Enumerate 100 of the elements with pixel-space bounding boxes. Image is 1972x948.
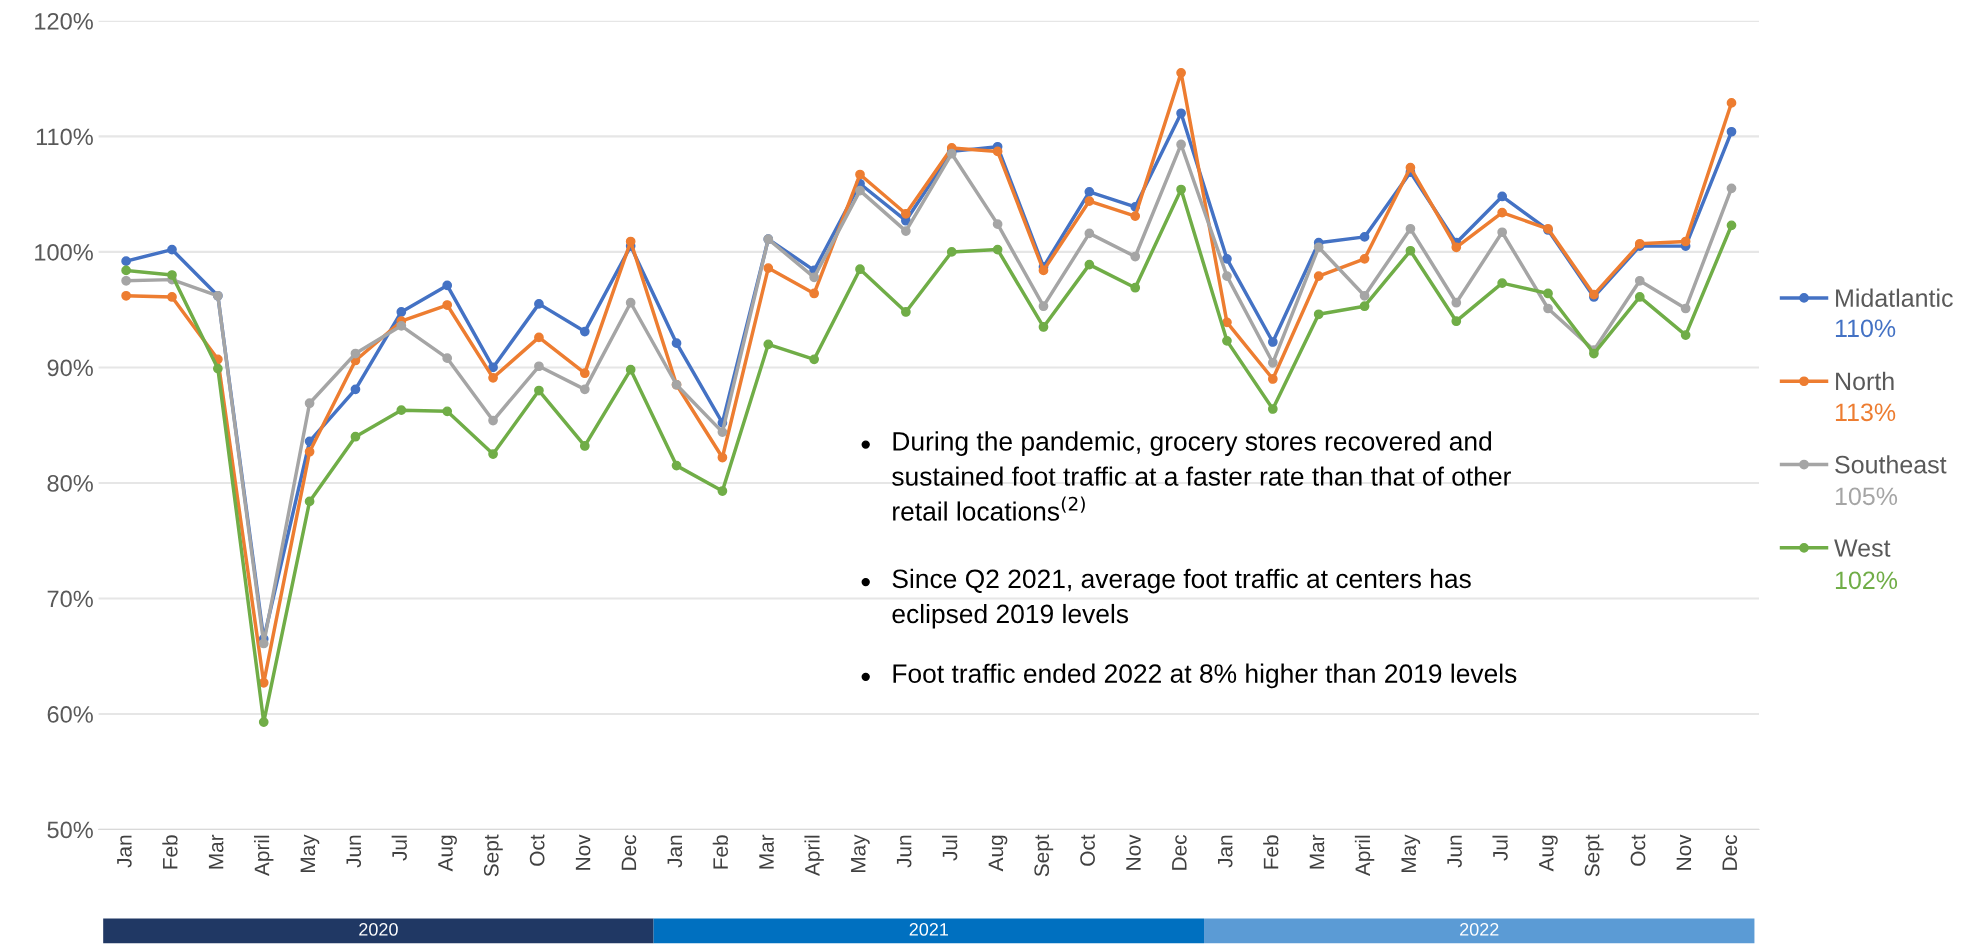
- point: [1038, 301, 1049, 312]
- x-tick-label: Mar: [208, 834, 224, 869]
- x-tick-label: Nov: [1676, 834, 1692, 870]
- point: [396, 405, 407, 416]
- point: [1589, 348, 1599, 359]
- x-tick-label: Nov: [1126, 834, 1141, 870]
- x-tick-label: Jul: [1492, 835, 1508, 861]
- y-tick-label: 90%: [47, 359, 93, 377]
- text: 113%: [1835, 403, 1896, 422]
- point: [809, 288, 820, 299]
- point: [304, 446, 315, 457]
- point: [579, 384, 590, 395]
- point: [1038, 322, 1049, 332]
- point: [442, 280, 453, 291]
- x-tick-label: Sept: [483, 834, 503, 877]
- x-tick-label: Jul: [391, 835, 407, 861]
- x-tick-label: Aug: [1539, 835, 1558, 872]
- point: [1726, 183, 1737, 194]
- text: 110%: [1835, 319, 1896, 338]
- point: [1176, 184, 1186, 195]
- x-tick-label: Jun: [346, 835, 362, 868]
- text: 105%: [1835, 487, 1898, 506]
- x-tick-label: May: [1401, 834, 1421, 873]
- point: [121, 275, 131, 286]
- x-tick-label: April: [1354, 835, 1375, 876]
- point: [442, 353, 453, 364]
- point: [488, 415, 498, 426]
- legend-label: Southeast: [1835, 455, 1947, 474]
- point: [625, 364, 636, 375]
- point: [167, 244, 177, 255]
- point: [1084, 228, 1095, 239]
- point: [1222, 253, 1232, 264]
- point: [350, 384, 361, 395]
- point: [809, 354, 820, 365]
- x-tick-label: Sept: [1034, 834, 1054, 877]
- point: [1130, 211, 1141, 221]
- point: [121, 290, 131, 301]
- x-tick-label: Jan: [667, 835, 683, 868]
- point: [1359, 253, 1370, 264]
- point: [1313, 242, 1324, 253]
- point: [1176, 67, 1186, 78]
- point: [304, 496, 315, 507]
- x-tick-label: Feb: [1263, 835, 1279, 869]
- x-tick-label: May: [851, 834, 870, 873]
- point: [1634, 275, 1645, 286]
- x-tick-label: April: [254, 835, 274, 876]
- point: [1267, 404, 1278, 414]
- point: [1267, 357, 1278, 368]
- point: [671, 338, 682, 349]
- point: [396, 320, 407, 331]
- annotation: Foot traffic ended 2022 at 8% higher than 2019 levels: [893, 663, 1517, 689]
- x-tick-label: Jul: [942, 835, 958, 861]
- point: [442, 406, 453, 417]
- x-tick-label: Dec: [1172, 834, 1187, 870]
- point: [258, 717, 269, 727]
- point: [534, 361, 544, 372]
- annotation: Since Q2 2021, average foot traffic at centers has eclipsed 2019 levels: [892, 568, 1471, 629]
- point: [763, 339, 774, 350]
- point: [855, 264, 865, 275]
- x-tick-label: Aug: [438, 835, 457, 872]
- point: [671, 460, 682, 471]
- point: [809, 272, 820, 283]
- point: [992, 219, 1003, 230]
- x-tick-label: Nov: [575, 834, 591, 870]
- point: [901, 208, 911, 219]
- x-tick-label: April: [804, 835, 824, 876]
- point: [350, 431, 361, 442]
- point: [1130, 282, 1141, 293]
- point: [855, 169, 865, 180]
- x-tick-label: Sept: [1584, 834, 1604, 877]
- point: [625, 297, 636, 308]
- point: [121, 256, 131, 267]
- point: [1497, 207, 1508, 218]
- point: [1451, 242, 1462, 253]
- text: 2020: [359, 923, 398, 936]
- x-tick-label: Aug: [988, 835, 1008, 872]
- point: [579, 326, 590, 337]
- point: [1359, 290, 1370, 301]
- point: [396, 307, 407, 317]
- x-tick-label: Dec: [1722, 834, 1738, 870]
- point: [488, 449, 498, 459]
- point: [1176, 108, 1186, 119]
- point: [1634, 292, 1645, 302]
- point: [1497, 227, 1508, 238]
- point: [1313, 309, 1324, 320]
- point: [1726, 98, 1737, 108]
- point: [763, 263, 774, 273]
- point: [534, 299, 544, 309]
- x-tick-label: Feb: [712, 835, 728, 869]
- point: [1084, 259, 1095, 270]
- y-tick-label: 50%: [47, 821, 93, 839]
- legend-label: Midatlantic: [1836, 288, 1953, 307]
- point: [1084, 196, 1095, 206]
- point: [992, 146, 1003, 157]
- point: [1680, 236, 1691, 247]
- legend-label: North: [1836, 371, 1894, 391]
- x-tick-label: Mar: [759, 834, 774, 869]
- point: [304, 398, 315, 409]
- point: [1497, 191, 1508, 202]
- x-tick-label: Jan: [1218, 835, 1233, 868]
